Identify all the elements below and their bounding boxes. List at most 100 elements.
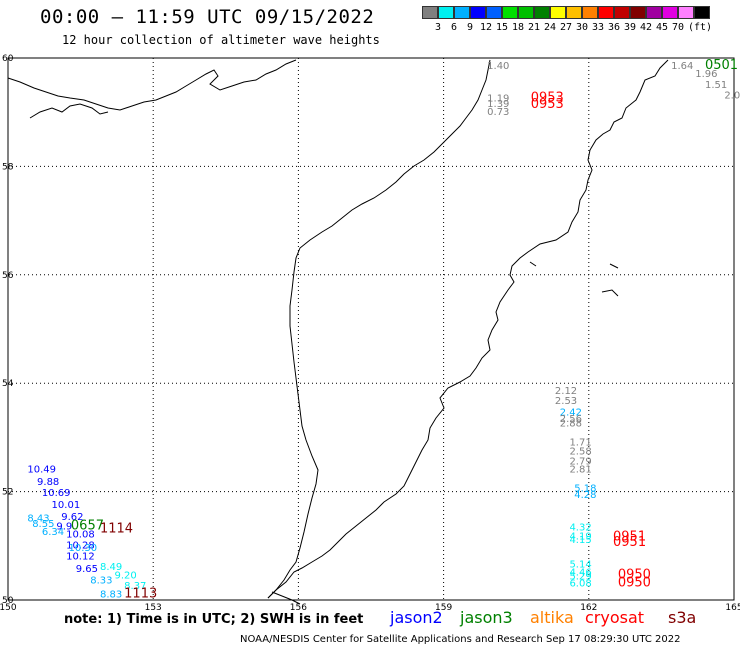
- x-tick-label: 156: [290, 603, 307, 613]
- wave-height-value: 1.39: [487, 99, 509, 110]
- wave-height-value: 6.34: [42, 527, 64, 538]
- wave-height-value: 10.01: [52, 500, 81, 511]
- pass-time-label: 1114: [100, 521, 133, 536]
- legend-label: 36: [607, 22, 621, 33]
- wave-height-value: 5.29: [569, 571, 591, 582]
- satellite-altika: altika: [530, 608, 574, 627]
- wave-height-value: 8.37: [124, 581, 146, 592]
- wave-height-value: 2.79: [569, 457, 591, 468]
- legend-swatch: [566, 6, 582, 19]
- wave-height-value: 8.83: [100, 589, 122, 600]
- wave-height-value: 10.12: [66, 551, 95, 562]
- x-tick-label: 159: [435, 603, 452, 613]
- wave-height-value: 4.32: [569, 523, 591, 534]
- legend-label: 21: [527, 22, 541, 33]
- pass-time-label: 0950: [618, 567, 651, 582]
- legend-label: 42: [639, 22, 653, 33]
- wave-height-value: 5.14: [569, 559, 591, 570]
- legend-label: 27: [559, 22, 573, 33]
- footnote: note: 1) Time is in UTC; 2) SWH is in fe…: [64, 612, 364, 627]
- wave-height-value: 8.55: [32, 519, 54, 530]
- wave-height-value: 0.73: [487, 107, 509, 118]
- y-tick-label: 50: [2, 596, 14, 606]
- legend-swatch: [438, 6, 454, 19]
- satellite-cryosat: cryosat: [585, 608, 645, 627]
- legend-label: 39: [623, 22, 637, 33]
- map-frame: [7, 57, 735, 601]
- pass-time-label: 0950: [618, 575, 651, 590]
- wave-height-value: 2.53: [555, 396, 577, 407]
- wave-height-value: 1.19: [487, 93, 509, 104]
- legend-swatch: [422, 6, 438, 19]
- wave-height-value: 4.46: [569, 568, 591, 579]
- legend-swatch: [502, 6, 518, 19]
- color-legend-labels: 3 6 9 12 15 18 21 24 27 30 33 36 39 42 45 70 (ft): [422, 22, 740, 34]
- legend-swatch: [550, 6, 566, 19]
- wave-height-value: 1.51: [705, 80, 727, 91]
- legend-label: 12: [479, 22, 493, 33]
- pass-time-label: 0953: [531, 90, 564, 105]
- legend-swatch: [614, 6, 630, 19]
- wave-height-value: 10.30: [69, 543, 98, 554]
- wave-height-value: 1.71: [569, 438, 591, 449]
- wave-height-value: 4.15: [569, 535, 591, 546]
- y-tick-label: 60: [2, 54, 14, 64]
- legend-swatch: [518, 6, 534, 19]
- credit-line: NOAA/NESDIS Center for Satellite Applica…: [240, 634, 681, 645]
- coastline-okhotsk-north: [7, 59, 297, 111]
- satellite-s3a: s3a: [668, 608, 697, 627]
- wave-height-value: 8.33: [90, 576, 112, 587]
- legend-swatch: [454, 6, 470, 19]
- wave-height-value: 10.69: [42, 488, 71, 499]
- wave-height-value: 2.0: [724, 91, 740, 102]
- legend-swatch: [470, 6, 486, 19]
- y-tick-label: 54: [2, 379, 14, 389]
- legend-label: 18: [511, 22, 525, 33]
- wave-height-value: 8.43: [27, 513, 49, 524]
- wave-height-value: 2.58: [569, 447, 591, 458]
- wave-height-value: 10.49: [27, 465, 56, 476]
- legend-label: 70: [671, 22, 685, 33]
- satellite-jason2: jason2: [390, 608, 443, 627]
- coastline-peninsula: [29, 103, 109, 119]
- wave-height-value: 1.40: [487, 61, 509, 72]
- lat-lon-grid: [7, 57, 735, 601]
- legend-label: 45: [655, 22, 669, 33]
- legend-label: (ft): [687, 22, 713, 33]
- axis-tick-labels: 150 153 156 159 162 165 60 58 56 54 52 50: [0, 54, 740, 613]
- legend-swatch: [662, 6, 678, 19]
- legend-label: 6: [450, 22, 458, 33]
- wave-height-value: 6.08: [569, 578, 591, 589]
- wave-height-value: 9.88: [37, 477, 59, 488]
- pass-time-label: 0951: [613, 529, 646, 544]
- wave-height-value: 4.28: [574, 490, 596, 501]
- wave-height-value: 10.28: [66, 541, 95, 552]
- legend-label: 15: [495, 22, 509, 33]
- satellite-jason3: jason3: [460, 608, 513, 627]
- wave-height-value: 1.64: [671, 61, 693, 72]
- legend-swatch: [694, 6, 710, 19]
- x-tick-label: 153: [145, 603, 162, 613]
- x-tick-label: 162: [580, 603, 597, 613]
- y-tick-label: 56: [2, 271, 14, 281]
- wave-height-value: 4.19: [569, 531, 591, 542]
- legend-label: 3: [434, 22, 442, 33]
- y-tick-label: 58: [2, 162, 14, 172]
- pass-time-label: 1113: [124, 586, 157, 601]
- wave-height-value: 9.65: [76, 564, 98, 575]
- pass-time-label: 0657: [71, 519, 104, 534]
- legend-swatch: [486, 6, 502, 19]
- map-subtitle: 12 hour collection of altimeter wave hei…: [62, 33, 380, 47]
- legend-swatch: [582, 6, 598, 19]
- wave-height-value: 2.56: [560, 414, 582, 425]
- wave-height-value: 8.49: [100, 562, 122, 573]
- wave-height-value: 5.18: [574, 484, 596, 495]
- pass-time-label: 0953: [531, 97, 564, 112]
- legend-swatch: [630, 6, 646, 19]
- wave-height-value: 9.20: [114, 570, 136, 581]
- wave-height-value: 2.88: [560, 419, 582, 430]
- legend-swatch: [646, 6, 662, 19]
- legend-label: 33: [591, 22, 605, 33]
